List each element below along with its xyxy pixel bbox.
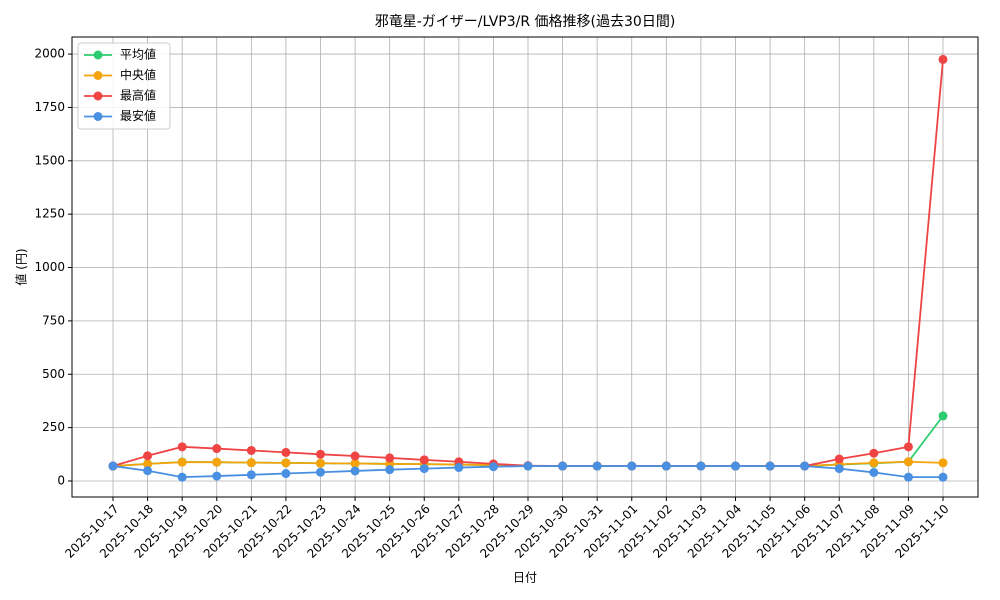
y-tick-label: 500 xyxy=(42,367,65,381)
legend-marker xyxy=(93,71,103,80)
data-point xyxy=(903,442,913,452)
data-point xyxy=(765,461,775,471)
data-point xyxy=(143,466,153,476)
data-point xyxy=(903,472,913,482)
legend-box xyxy=(77,42,171,130)
data-point xyxy=(316,449,325,459)
data-point xyxy=(246,445,256,455)
data-point xyxy=(627,461,637,471)
data-point xyxy=(903,457,913,467)
y-tick-label: 250 xyxy=(42,420,65,434)
data-point xyxy=(592,461,602,471)
data-point xyxy=(177,442,187,452)
y-tick-label: 2000 xyxy=(34,47,65,61)
data-point xyxy=(488,462,498,472)
data-point xyxy=(938,472,948,482)
data-point xyxy=(869,467,879,477)
data-point xyxy=(558,461,568,471)
legend-marker xyxy=(93,50,103,60)
data-point xyxy=(177,472,187,482)
data-point xyxy=(143,459,153,469)
data-point xyxy=(108,461,118,471)
data-point xyxy=(385,465,395,475)
data-point xyxy=(938,458,948,468)
data-point xyxy=(834,464,844,474)
y-tick-label: 1500 xyxy=(34,153,65,167)
y-tick-label: 1000 xyxy=(34,260,65,274)
data-point xyxy=(419,464,429,474)
data-point xyxy=(869,448,879,458)
data-point xyxy=(350,466,360,476)
legend-label: 中央値 xyxy=(120,67,156,82)
data-point xyxy=(281,458,291,468)
data-point xyxy=(212,457,222,467)
data-point xyxy=(246,458,256,468)
data-point xyxy=(281,469,291,479)
data-point xyxy=(143,451,153,461)
y-axis-label: 値 (円) xyxy=(14,248,29,285)
data-point xyxy=(316,467,325,477)
data-point xyxy=(316,458,325,468)
legend-label: 最安値 xyxy=(120,108,156,123)
data-point xyxy=(800,461,810,471)
data-point xyxy=(246,470,256,480)
chart-title: 邪竜星-ガイザー/LVP3/R 価格推移(過去30日間) xyxy=(375,13,676,30)
data-point xyxy=(350,458,360,468)
y-tick-label: 1250 xyxy=(34,207,65,221)
legend-marker xyxy=(93,112,103,121)
legend-marker xyxy=(93,91,103,101)
data-point xyxy=(419,455,429,465)
data-point xyxy=(454,463,464,473)
legend-label: 平均値 xyxy=(120,47,156,62)
data-point xyxy=(212,471,222,481)
data-point xyxy=(938,54,948,64)
legend-label: 最高値 xyxy=(120,88,156,103)
x-axis-label: 日付 xyxy=(513,571,537,585)
data-point xyxy=(177,457,187,467)
data-point xyxy=(350,451,360,461)
data-point xyxy=(281,447,291,457)
data-point xyxy=(731,461,740,471)
y-tick-label: 1750 xyxy=(34,100,65,114)
data-point xyxy=(212,444,222,454)
data-point xyxy=(869,458,879,468)
data-point xyxy=(938,411,948,421)
data-point xyxy=(523,461,533,471)
plot-frame xyxy=(71,36,979,498)
data-point xyxy=(661,461,671,471)
data-point xyxy=(385,453,395,463)
y-tick-label: 750 xyxy=(42,313,65,327)
y-tick-label: 0 xyxy=(57,473,65,487)
data-point xyxy=(696,461,706,471)
data-point xyxy=(834,454,844,464)
